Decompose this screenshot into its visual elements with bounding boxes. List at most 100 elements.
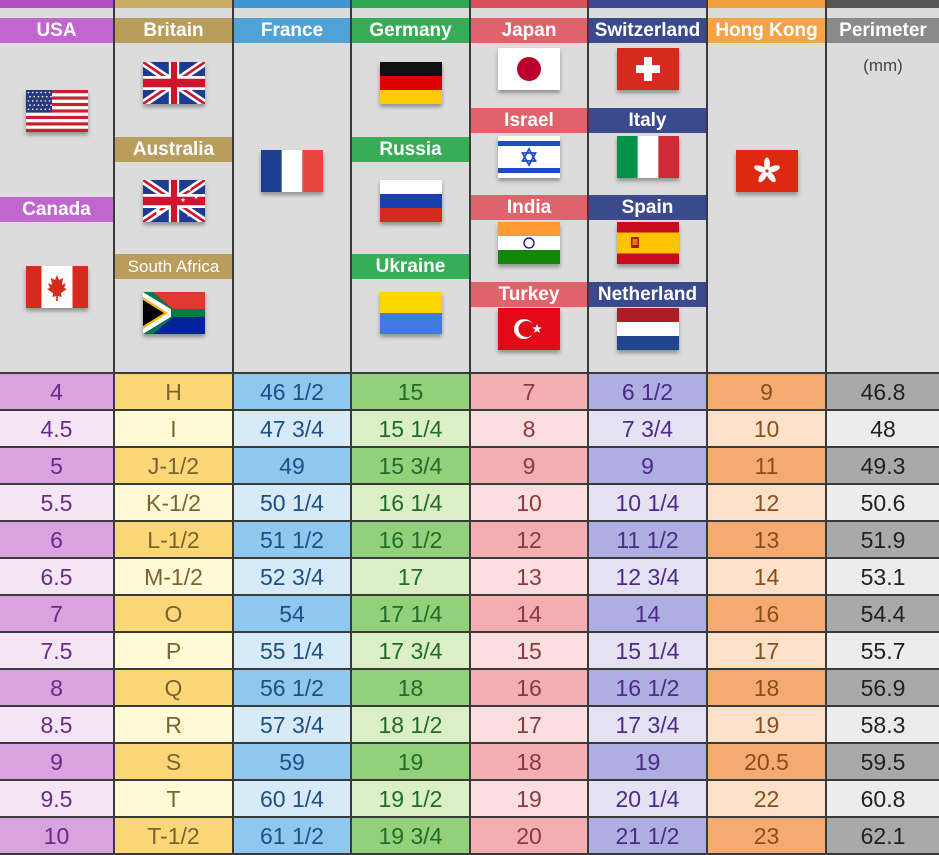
size-cell-perimeter: 51.9 xyxy=(827,522,939,557)
size-cell-perimeter: 54.4 xyxy=(827,596,939,631)
size-cell-switzerland: 15 1/4 xyxy=(589,633,706,668)
column-title: Perimeter xyxy=(827,18,939,43)
column-title: Japan xyxy=(471,18,587,43)
size-cell-perimeter: 53.1 xyxy=(827,559,939,594)
size-cell-usa: 5.5 xyxy=(0,485,113,520)
size-cell-france: 51 1/2 xyxy=(234,522,350,557)
size-cell-britain: P xyxy=(115,633,232,668)
size-cell-france: 55 1/4 xyxy=(234,633,350,668)
country-label: Israel xyxy=(471,108,587,133)
column-title: Hong Kong xyxy=(708,18,825,43)
size-cell-britain: R xyxy=(115,707,232,742)
size-cell-hongkong: 12 xyxy=(708,485,825,520)
size-cell-perimeter: 62.1 xyxy=(827,818,939,853)
de-flag-icon xyxy=(380,62,442,104)
size-cell-hongkong: 16 xyxy=(708,596,825,631)
size-cell-usa: 9 xyxy=(0,744,113,779)
size-cell-france: 49 xyxy=(234,448,350,483)
size-cell-germany: 17 xyxy=(352,559,469,594)
country-label: Italy xyxy=(589,108,706,133)
size-cell-hongkong: 19 xyxy=(708,707,825,742)
size-cell-perimeter: 56.9 xyxy=(827,670,939,705)
size-cell-britain: S xyxy=(115,744,232,779)
size-cell-perimeter: 60.8 xyxy=(827,781,939,816)
size-cell-usa: 7.5 xyxy=(0,633,113,668)
fr-flag-icon xyxy=(261,150,323,192)
hk-flag-icon xyxy=(736,150,798,192)
size-cell-hongkong: 20.5 xyxy=(708,744,825,779)
size-cell-germany: 16 1/4 xyxy=(352,485,469,520)
size-cell-switzerland: 17 3/4 xyxy=(589,707,706,742)
size-cell-britain: H xyxy=(115,374,232,409)
country-label: Spain xyxy=(589,195,706,220)
top-color-bar xyxy=(0,0,113,8)
top-color-bar xyxy=(234,0,350,8)
size-cell-japan: 17 xyxy=(471,707,587,742)
il-flag-icon xyxy=(498,136,560,178)
size-cell-japan: 19 xyxy=(471,781,587,816)
size-cell-germany: 17 1/4 xyxy=(352,596,469,631)
size-cell-switzerland: 11 1/2 xyxy=(589,522,706,557)
size-cell-germany: 17 3/4 xyxy=(352,633,469,668)
country-label: Netherland xyxy=(589,282,706,307)
column-title: USA xyxy=(0,18,113,43)
size-cell-switzerland: 14 xyxy=(589,596,706,631)
size-cell-usa: 5 xyxy=(0,448,113,483)
size-cell-hongkong: 17 xyxy=(708,633,825,668)
size-cell-germany: 18 1/2 xyxy=(352,707,469,742)
size-cell-hongkong: 9 xyxy=(708,374,825,409)
us-flag-icon xyxy=(26,90,88,132)
size-cell-switzerland: 21 1/2 xyxy=(589,818,706,853)
size-cell-germany: 15 1/4 xyxy=(352,411,469,446)
it-flag-icon xyxy=(617,136,679,178)
size-cell-france: 50 1/4 xyxy=(234,485,350,520)
size-cell-britain: O xyxy=(115,596,232,631)
size-cell-germany: 18 xyxy=(352,670,469,705)
nl-flag-icon xyxy=(617,308,679,350)
jp-flag-icon xyxy=(498,48,560,90)
size-cell-hongkong: 11 xyxy=(708,448,825,483)
size-cell-germany: 19 xyxy=(352,744,469,779)
size-cell-perimeter: 46.8 xyxy=(827,374,939,409)
size-cell-japan: 9 xyxy=(471,448,587,483)
top-color-bar xyxy=(352,0,469,8)
size-cell-usa: 4 xyxy=(0,374,113,409)
size-cell-perimeter: 49.3 xyxy=(827,448,939,483)
size-cell-japan: 18 xyxy=(471,744,587,779)
size-cell-france: 47 3/4 xyxy=(234,411,350,446)
size-cell-hongkong: 13 xyxy=(708,522,825,557)
size-cell-france: 61 1/2 xyxy=(234,818,350,853)
ua-flag-icon xyxy=(380,292,442,334)
top-color-bar xyxy=(708,0,825,8)
size-cell-switzerland: 9 xyxy=(589,448,706,483)
column-header-switzerland: Switzerland Italy Spain Netherland xyxy=(589,8,706,372)
size-cell-usa: 7 xyxy=(0,596,113,631)
au-flag-icon xyxy=(143,180,205,222)
ca-flag-icon xyxy=(26,266,88,308)
ru-flag-icon xyxy=(380,180,442,222)
size-cell-usa: 9.5 xyxy=(0,781,113,816)
size-cell-japan: 15 xyxy=(471,633,587,668)
column-header-perimeter: Perimeter (mm) xyxy=(827,8,939,372)
top-color-bar xyxy=(471,0,587,8)
size-cell-switzerland: 16 1/2 xyxy=(589,670,706,705)
size-cell-switzerland: 10 1/4 xyxy=(589,485,706,520)
size-cell-france: 60 1/4 xyxy=(234,781,350,816)
size-cell-germany: 19 3/4 xyxy=(352,818,469,853)
size-cell-france: 56 1/2 xyxy=(234,670,350,705)
size-cell-japan: 7 xyxy=(471,374,587,409)
size-cell-perimeter: 59.5 xyxy=(827,744,939,779)
column-header-britain: Britain Australia South Africa xyxy=(115,8,232,372)
gb-flag-icon xyxy=(143,62,205,104)
country-label: Canada xyxy=(0,197,113,222)
size-cell-britain: K-1/2 xyxy=(115,485,232,520)
size-cell-france: 57 3/4 xyxy=(234,707,350,742)
top-color-bar xyxy=(115,0,232,8)
size-cell-hongkong: 18 xyxy=(708,670,825,705)
size-cell-japan: 13 xyxy=(471,559,587,594)
size-cell-germany: 15 3/4 xyxy=(352,448,469,483)
column-header-hongkong: Hong Kong xyxy=(708,8,825,372)
size-cell-usa: 6.5 xyxy=(0,559,113,594)
tr-flag-icon xyxy=(498,308,560,350)
size-cell-usa: 8 xyxy=(0,670,113,705)
